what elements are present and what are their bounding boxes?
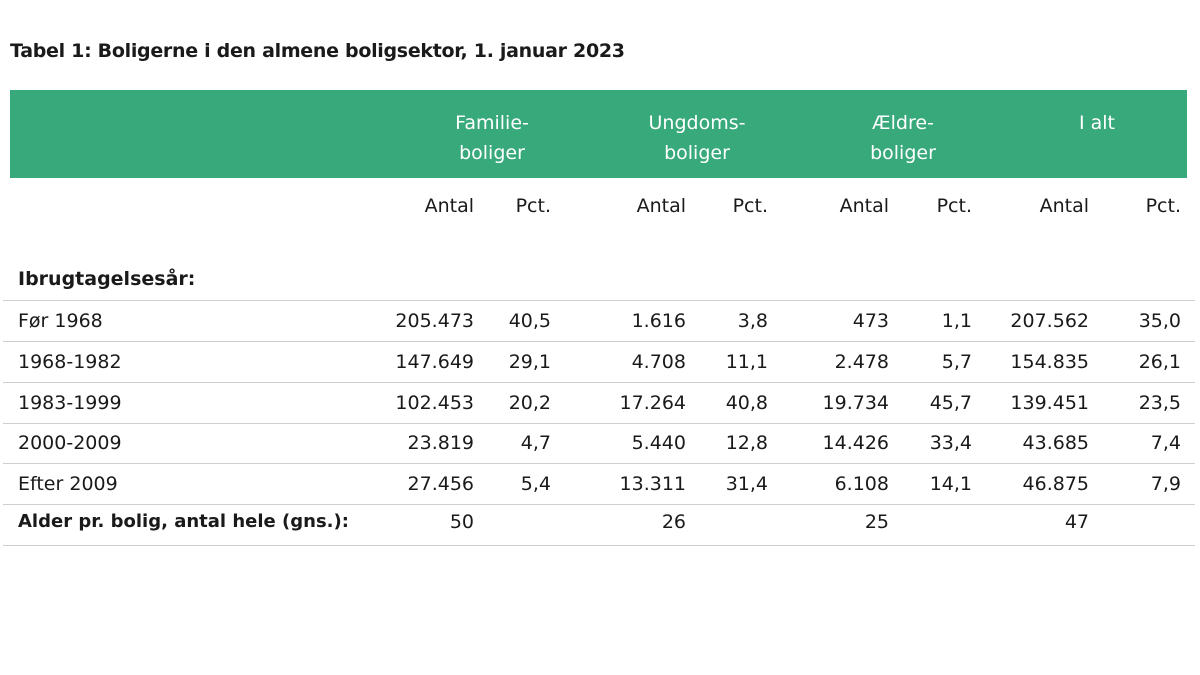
- table-cell: 207.562: [1010, 310, 1089, 332]
- table-header-band: [10, 90, 1187, 178]
- table-cell: 6.108: [834, 473, 889, 495]
- column-subheader: Pct.: [515, 195, 551, 217]
- table-cell: 47: [1064, 511, 1089, 533]
- table-cell: 40,5: [508, 310, 551, 332]
- table-cell: 147.649: [395, 351, 474, 373]
- section-label: Ibrugtagelsesår:: [18, 268, 196, 290]
- column-subheader: Antal: [424, 195, 474, 217]
- row-label: Alder pr. bolig, antal hele (gns.):: [18, 511, 349, 532]
- row-divider: [3, 504, 1195, 505]
- table-cell: 102.453: [395, 392, 474, 414]
- row-label: 1983-1999: [18, 392, 122, 414]
- row-divider: [3, 300, 1195, 301]
- table-cell: 26,1: [1138, 351, 1181, 373]
- table-cell: 7,9: [1150, 473, 1181, 495]
- row-label: Før 1968: [18, 310, 103, 332]
- table-cell: 14.426: [822, 432, 889, 454]
- group-header-line1: I alt: [1078, 112, 1115, 134]
- table-cell: 25: [864, 511, 889, 533]
- table-cell: 29,1: [508, 351, 551, 373]
- table-cell: 5.440: [631, 432, 686, 454]
- table-cell: 4,7: [520, 432, 551, 454]
- row-label: 2000-2009: [18, 432, 122, 454]
- group-header-line2: boliger: [870, 142, 936, 164]
- column-group-header: I alt: [1017, 108, 1177, 138]
- column-subheader: Pct.: [936, 195, 972, 217]
- table-cell: 26: [661, 511, 686, 533]
- table-cell: 205.473: [395, 310, 474, 332]
- row-divider: [3, 423, 1195, 424]
- column-subheader: Antal: [636, 195, 686, 217]
- row-divider: [3, 463, 1195, 464]
- column-group-header: Ældre-boliger: [823, 108, 983, 168]
- table-cell: 14,1: [929, 473, 972, 495]
- table-cell: 473: [852, 310, 889, 332]
- table-cell: 40,8: [725, 392, 768, 414]
- table-cell: 35,0: [1138, 310, 1181, 332]
- table-cell: 2.478: [834, 351, 889, 373]
- table-cell: 139.451: [1010, 392, 1089, 414]
- column-subheader: Antal: [839, 195, 889, 217]
- table-cell: 50: [449, 511, 474, 533]
- group-header-line1: Familie-: [455, 112, 529, 134]
- table-cell: 7,4: [1150, 432, 1181, 454]
- group-header-line2: boliger: [459, 142, 525, 164]
- row-divider: [3, 382, 1195, 383]
- table-cell: 17.264: [619, 392, 686, 414]
- table-cell: 46.875: [1022, 473, 1089, 495]
- table-cell: 5,4: [520, 473, 551, 495]
- table-cell: 23,5: [1138, 392, 1181, 414]
- group-header-line2: boliger: [664, 142, 730, 164]
- column-group-header: Familie-boliger: [412, 108, 572, 168]
- table-cell: 45,7: [929, 392, 972, 414]
- column-subheader: Pct.: [732, 195, 768, 217]
- row-label: 1968-1982: [18, 351, 122, 373]
- table-cell: 23.819: [407, 432, 474, 454]
- table-cell: 3,8: [737, 310, 768, 332]
- group-header-line1: Ungdoms-: [648, 112, 746, 134]
- table-cell: 5,7: [941, 351, 972, 373]
- table-cell: 4.708: [631, 351, 686, 373]
- table-cell: 19.734: [822, 392, 889, 414]
- column-subheader: Antal: [1039, 195, 1089, 217]
- table-cell: 1.616: [631, 310, 686, 332]
- table-cell: 20,2: [508, 392, 551, 414]
- table-title: Tabel 1: Boligerne i den almene boligsek…: [10, 40, 625, 62]
- column-group-header: Ungdoms-boliger: [617, 108, 777, 168]
- group-header-line1: Ældre-: [872, 112, 934, 134]
- table-cell: 27.456: [407, 473, 474, 495]
- row-divider: [3, 545, 1195, 546]
- table-cell: 154.835: [1010, 351, 1089, 373]
- column-subheader: Pct.: [1145, 195, 1181, 217]
- table-cell: 33,4: [929, 432, 972, 454]
- table-cell: 1,1: [941, 310, 972, 332]
- table-cell: 13.311: [619, 473, 686, 495]
- table-cell: 11,1: [725, 351, 768, 373]
- row-label: Efter 2009: [18, 473, 118, 495]
- table-cell: 43.685: [1022, 432, 1089, 454]
- table-cell: 12,8: [725, 432, 768, 454]
- row-divider: [3, 341, 1195, 342]
- table-cell: 31,4: [725, 473, 768, 495]
